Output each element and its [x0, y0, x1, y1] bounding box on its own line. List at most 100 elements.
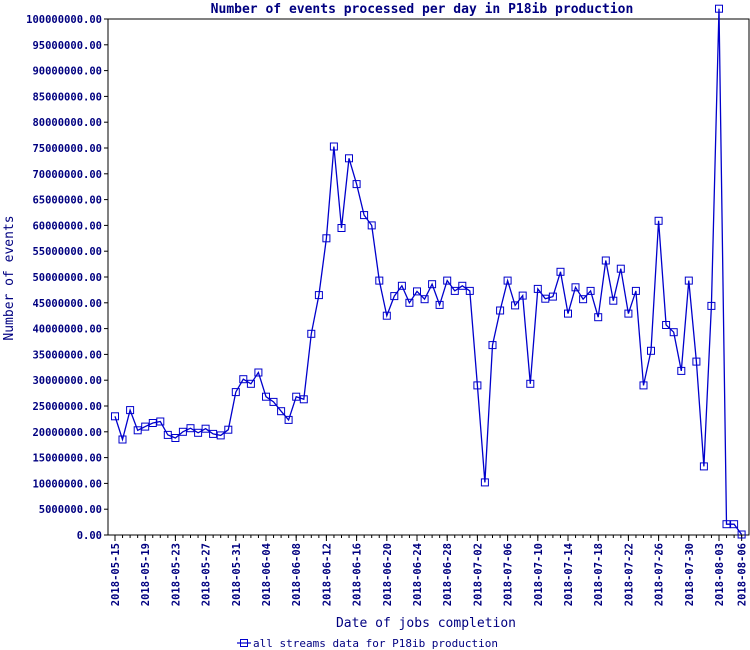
data-point-marker — [571, 283, 580, 292]
data-point-marker — [435, 300, 444, 309]
data-point-marker — [586, 286, 595, 295]
data-point-marker — [337, 224, 346, 232]
x-tick-label: 2018-05-31 — [231, 543, 243, 606]
data-point-marker — [420, 295, 429, 304]
data-point-marker — [496, 306, 505, 315]
y-tick-label: 35000000.00 — [32, 349, 102, 361]
x-tick-label: 2018-06-24 — [412, 543, 424, 606]
data-point-marker — [405, 298, 414, 307]
data-point-marker — [307, 329, 316, 338]
data-point-marker — [292, 392, 301, 401]
data-point-marker — [616, 264, 625, 273]
chart-title: Number of events processed per day in P1… — [211, 2, 634, 17]
data-point-marker — [503, 276, 512, 285]
data-point-marker — [345, 154, 353, 163]
data-point-marker — [639, 381, 648, 390]
legend: all streams data for P18ib production — [237, 637, 498, 650]
data-point-marker — [367, 221, 376, 230]
x-tick-label: 2018-06-12 — [321, 543, 333, 606]
data-point-marker — [556, 267, 565, 276]
y-tick-label: 20000000.00 — [32, 427, 102, 439]
y-axis-label: Number of events — [2, 215, 17, 340]
data-point-marker — [163, 430, 172, 439]
data-point-marker — [579, 295, 588, 304]
data-point-marker — [443, 276, 452, 285]
data-point-marker — [647, 346, 655, 355]
data-point-marker — [473, 381, 482, 390]
data-point-marker — [201, 424, 210, 433]
x-tick-label: 2018-05-27 — [201, 543, 213, 606]
x-tick-label: 2018-08-03 — [714, 543, 726, 606]
x-axis-label: Date of jobs completion — [336, 616, 516, 631]
y-tick-label: 65000000.00 — [32, 195, 102, 207]
y-tick-label: 85000000.00 — [32, 91, 102, 103]
data-point-marker — [662, 321, 671, 329]
x-tick-label: 2018-07-18 — [593, 543, 605, 606]
data-point-marker — [382, 311, 391, 320]
y-tick-label: 25000000.00 — [32, 401, 102, 413]
x-tick-label: 2018-05-19 — [140, 543, 152, 606]
x-tick-label: 2018-06-28 — [442, 543, 454, 606]
data-point-marker — [269, 397, 278, 406]
data-point-marker — [654, 216, 663, 225]
data-point-marker — [262, 392, 270, 401]
data-point-marker — [397, 281, 406, 290]
data-point-marker — [239, 375, 248, 384]
y-tick-label: 75000000.00 — [32, 143, 102, 155]
x-tick-label: 2018-07-10 — [533, 543, 545, 606]
data-point-marker — [677, 366, 686, 375]
x-tick-label: 2018-07-14 — [563, 543, 575, 606]
legend-marker-swatch — [240, 639, 248, 647]
y-tick-label: 50000000.00 — [32, 272, 102, 284]
data-point-marker — [428, 280, 437, 289]
data-point-marker — [299, 395, 308, 404]
data-point-marker — [284, 415, 293, 424]
y-tick-label: 80000000.00 — [32, 117, 102, 129]
data-point-marker — [171, 434, 180, 442]
x-tick-label: 2018-06-08 — [291, 543, 303, 606]
data-point-marker — [594, 313, 603, 322]
data-point-marker — [533, 284, 542, 293]
y-tick-label: 10000000.00 — [32, 478, 102, 490]
y-tick-label: 15000000.00 — [32, 453, 102, 465]
data-point-marker — [609, 296, 618, 305]
y-tick-label: 0.00 — [77, 530, 102, 542]
data-point-marker — [277, 407, 286, 416]
data-point-marker — [254, 368, 263, 377]
y-tick-label: 45000000.00 — [32, 298, 102, 310]
data-point-marker — [375, 276, 384, 285]
data-point-marker — [413, 287, 421, 296]
data-point-marker — [730, 520, 739, 529]
x-tick-label: 2018-05-23 — [170, 543, 182, 606]
plot-area-frame — [107, 18, 750, 536]
x-tick-label: 2018-05-15 — [110, 543, 122, 606]
data-point-marker — [624, 309, 633, 318]
y-tick-label: 90000000.00 — [32, 66, 102, 78]
data-point-marker — [141, 422, 150, 431]
data-point-marker — [178, 427, 187, 436]
y-tick-label: 60000000.00 — [32, 220, 102, 232]
y-tick-label: 30000000.00 — [32, 375, 102, 387]
x-tick-label: 2018-08-06 — [737, 543, 749, 606]
x-tick-label: 2018-06-20 — [382, 543, 394, 606]
data-point-marker — [322, 234, 331, 243]
data-point-marker — [526, 379, 535, 388]
y-tick-label: 70000000.00 — [32, 169, 102, 181]
data-point-marker — [699, 462, 708, 471]
data-point-marker — [216, 431, 225, 440]
data-point-marker — [669, 328, 678, 337]
data-point-marker — [458, 281, 467, 290]
data-point-marker — [186, 424, 195, 433]
data-point-marker — [360, 211, 369, 220]
series-line — [114, 8, 743, 535]
data-point-marker — [329, 142, 338, 151]
data-point-marker — [314, 291, 323, 300]
data-point-marker — [352, 180, 361, 189]
y-tick-label: 100000000.00 — [26, 14, 102, 26]
data-point-marker — [518, 291, 527, 300]
x-tick-label: 2018-06-04 — [261, 543, 273, 606]
data-point-marker — [126, 406, 135, 415]
legend-label: all streams data for P18ib production — [253, 637, 498, 650]
